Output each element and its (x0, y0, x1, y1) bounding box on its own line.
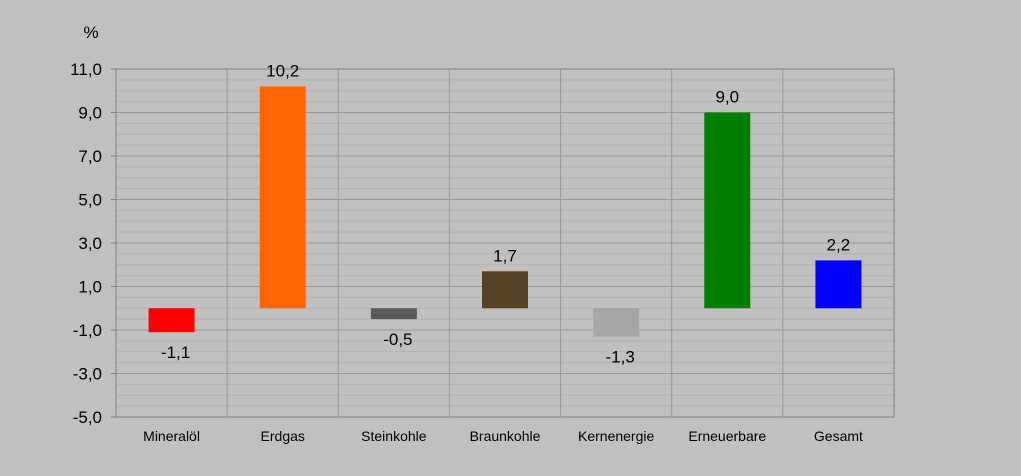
data-label: 9,0 (715, 88, 739, 107)
labels: 11,0 9,0 7,0 5,0 3,0 1,0 -1,0 -3,0 -5,0% -1,1 Mine… (70, 23, 863, 444)
data-label: -1,1 (161, 343, 190, 362)
category-label: Gesamt (814, 428, 863, 444)
category-label: Mineralöl (143, 428, 200, 444)
y-tick-label: -1,0 (73, 321, 102, 340)
y-tick-label: 3,0 (78, 234, 102, 253)
bar-erneuerbare (704, 112, 751, 309)
category-label: Braunkohle (470, 428, 541, 444)
category-label: Kernenergie (578, 428, 654, 444)
y-tick-label: 1,0 (78, 278, 102, 297)
category-label: Erneuerbare (688, 428, 766, 444)
bar-braunkohle (482, 271, 528, 309)
y-tick-label: 7,0 (78, 147, 102, 166)
bar-steinkohle (370, 308, 417, 320)
y-tick-label: 11,0 (70, 60, 102, 79)
data-label: 2,2 (827, 235, 851, 254)
bar-mineralöl (148, 308, 195, 333)
bars (148, 86, 862, 337)
y-tick-label: -3,0 (73, 365, 102, 384)
bar-kernenergie (593, 308, 640, 337)
axes (111, 68, 895, 418)
bar-gesamt (815, 260, 862, 309)
y-tick-label: 5,0 (78, 191, 102, 210)
data-label: 10,2 (266, 61, 299, 80)
data-label: -1,3 (605, 348, 634, 367)
data-label: -0,5 (383, 330, 412, 349)
grid-lines (116, 68, 894, 418)
y-tick-label: -5,0 (73, 408, 102, 427)
y-unit-label: % (83, 23, 98, 42)
bar-erdgas (259, 86, 306, 309)
y-tick-label: 9,0 (78, 104, 102, 123)
category-label: Erdgas (261, 428, 305, 444)
category-label: Steinkohle (361, 428, 427, 444)
data-label: 1,7 (493, 246, 517, 265)
